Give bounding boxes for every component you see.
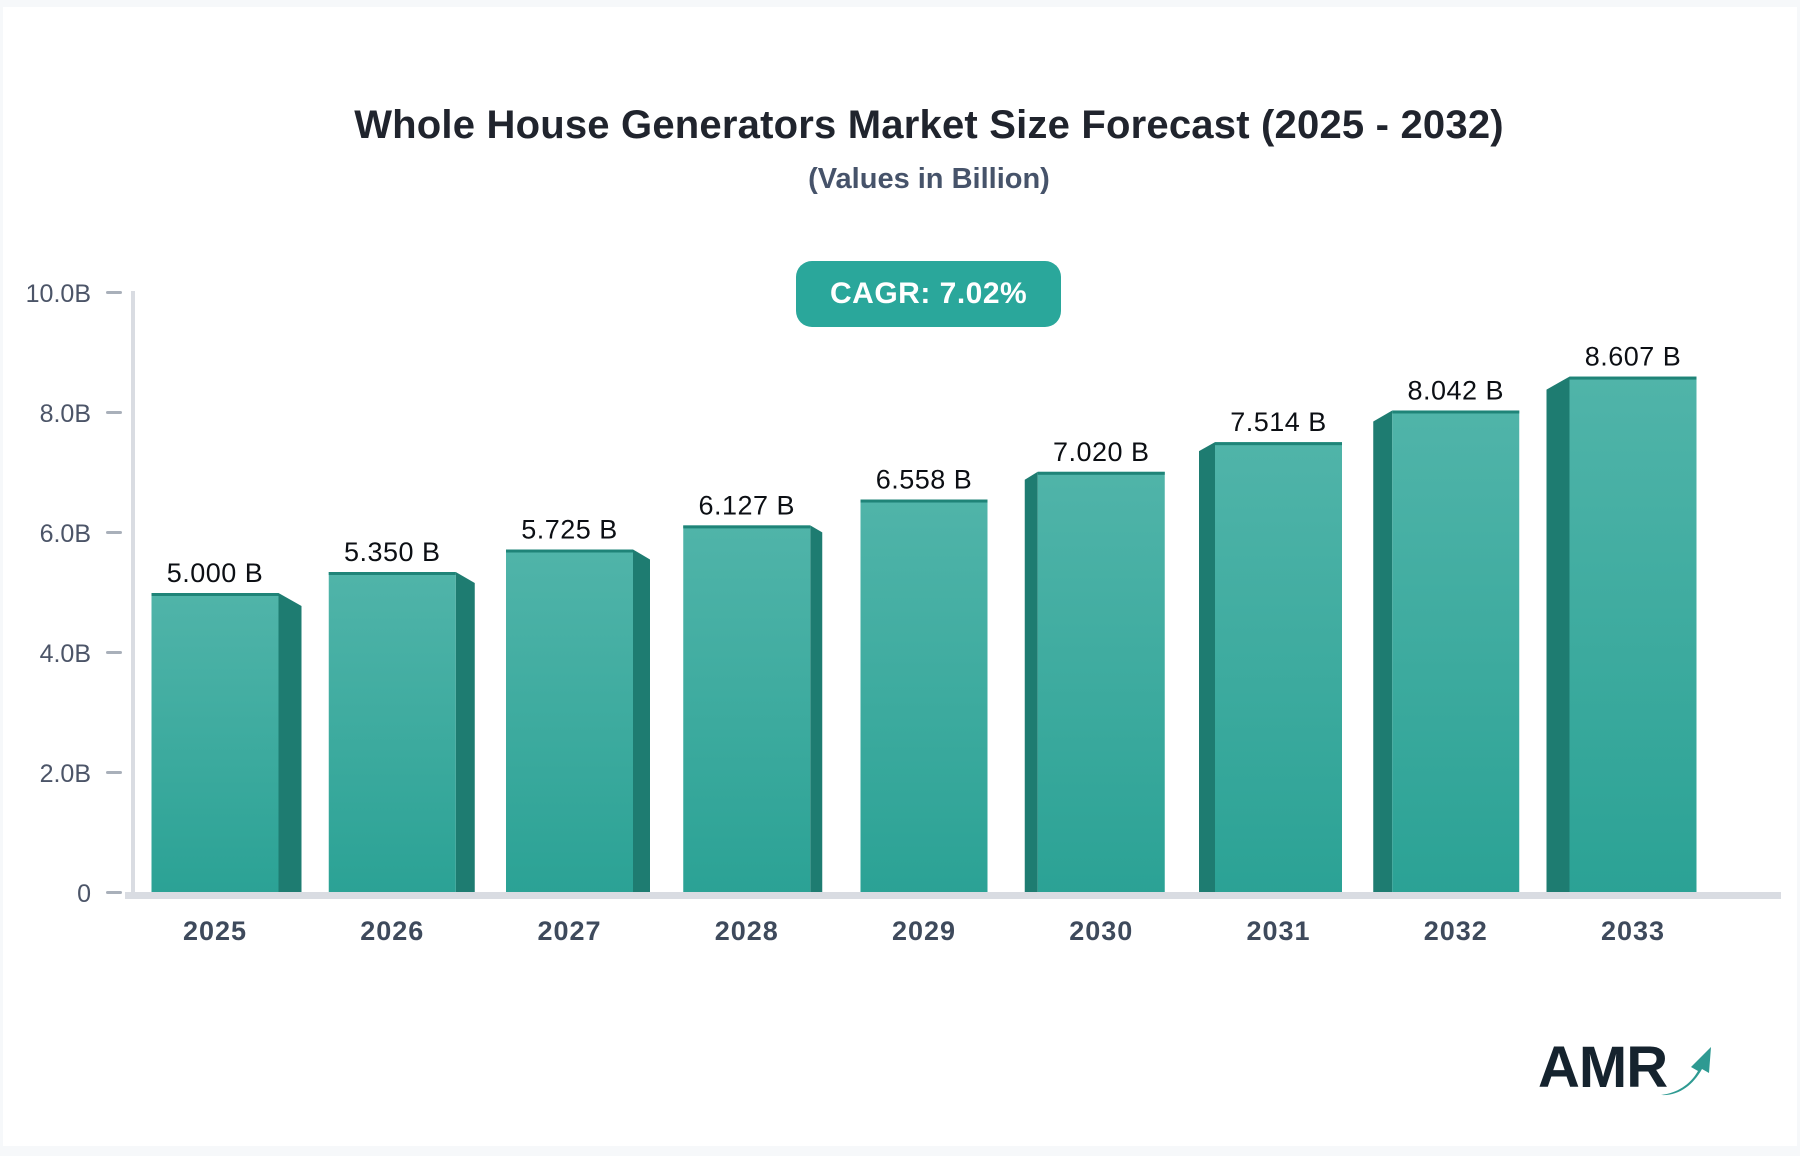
- x-axis-label: 2030: [1069, 916, 1133, 946]
- bar-value-label: 6.127 B: [698, 490, 795, 520]
- y-axis-tick: [106, 771, 122, 774]
- bar-side-face: [810, 525, 823, 893]
- y-axis-tick: [106, 531, 122, 534]
- growth-arrow-icon: [1661, 1047, 1712, 1096]
- y-axis-tick: [106, 291, 122, 294]
- bar-side-face: [455, 572, 475, 893]
- bar: [1392, 410, 1520, 893]
- page-title: Whole House Generators Market Size Forec…: [354, 103, 1504, 147]
- bar-value-label: 7.514 B: [1230, 407, 1327, 437]
- y-axis-tick-label: 10.0B: [26, 280, 91, 308]
- bar: [151, 593, 279, 893]
- y-axis-tick-label: 8.0B: [40, 400, 91, 428]
- x-axis-label: 2031: [1246, 916, 1310, 946]
- bar-group-2028: 6.127 B 2028: [683, 490, 823, 946]
- x-axis-label: 2033: [1601, 916, 1665, 946]
- y-axis-tick-label: 4.0B: [40, 640, 91, 668]
- bar-group-2025: 5.000 B 2025: [151, 558, 302, 946]
- bar: [328, 572, 456, 893]
- bar-side-face: [1373, 410, 1393, 893]
- bar-group-2030: 7.020 B 2030: [1024, 437, 1165, 946]
- bar-side-face: [1546, 376, 1570, 894]
- y-axis-tick-label: 6.0B: [40, 520, 91, 548]
- bar-value-label: 5.350 B: [344, 537, 441, 567]
- bar-top-edge: [860, 499, 988, 503]
- bar-side-face: [633, 549, 650, 893]
- bar-value-label: 7.020 B: [1053, 437, 1150, 467]
- x-axis-label: 2026: [360, 916, 424, 946]
- bar-value-label: 5.000 B: [167, 558, 264, 588]
- bar-group-2029: 6.558 B 2029: [860, 465, 988, 946]
- bar-value-label: 6.558 B: [876, 465, 973, 495]
- bar-group-2026: 5.350 B 2026: [328, 537, 475, 946]
- bar: [1569, 376, 1697, 894]
- bar-side-face: [278, 593, 302, 893]
- x-axis-label: 2027: [537, 916, 601, 946]
- bar-top-edge: [1569, 376, 1697, 380]
- bar-side-face: [1024, 471, 1038, 893]
- bar-value-label: 8.607 B: [1585, 342, 1682, 372]
- brand-logo-text: AMR: [1538, 1035, 1668, 1100]
- bar-top-edge: [683, 525, 811, 529]
- y-axis-tick: [106, 651, 122, 654]
- bar: [860, 499, 988, 893]
- bar-group-2031: 7.514 B 2031: [1199, 407, 1342, 946]
- x-axis-line: [125, 892, 1781, 899]
- y-axis-tick-label: 0: [77, 880, 91, 908]
- x-axis-label: 2028: [715, 916, 779, 946]
- bar-top-edge: [1215, 442, 1342, 446]
- bar-top-edge: [506, 549, 633, 553]
- y-axis-tick: [106, 411, 122, 414]
- x-axis-label: 2029: [892, 916, 956, 946]
- chart-card: Whole House Generators Market Size Forec…: [3, 7, 1797, 1146]
- bar-chart: 0 2.0B 4.0B 6.0B 8.0B 10.0B 5.000 B 2025 5.350 B…: [26, 280, 1781, 946]
- bar-top-edge: [328, 572, 456, 575]
- bar-value-label: 5.725 B: [521, 515, 618, 545]
- bar-group-2027: 5.725 B 2027: [506, 515, 650, 946]
- y-axis-tick-label: 2.0B: [40, 760, 91, 788]
- bar: [1037, 471, 1165, 893]
- bar-value-label: 8.042 B: [1407, 375, 1504, 405]
- bar: [506, 549, 633, 893]
- bar-side-face: [1199, 442, 1215, 893]
- brand-logo: AMR: [1538, 1039, 1713, 1097]
- cagr-badge: CAGR: 7.02%: [796, 261, 1062, 327]
- chart-header: Whole House Generators Market Size Forec…: [129, 103, 1729, 196]
- bar-group-2032: 8.042 B 2032: [1373, 375, 1520, 946]
- x-axis-label: 2032: [1424, 916, 1488, 946]
- bar-group-2033: 8.607 B 2033: [1546, 342, 1697, 946]
- bar-top-edge: [151, 593, 279, 596]
- bar-top-edge: [1392, 410, 1520, 414]
- page-subtitle: (Values in Billion): [808, 163, 1050, 195]
- x-axis-label: 2025: [183, 916, 247, 946]
- bar-top-edge: [1037, 471, 1165, 475]
- y-axis-line: [131, 291, 135, 893]
- bar: [683, 525, 811, 893]
- y-axis-tick: [106, 891, 122, 894]
- bar: [1215, 442, 1342, 893]
